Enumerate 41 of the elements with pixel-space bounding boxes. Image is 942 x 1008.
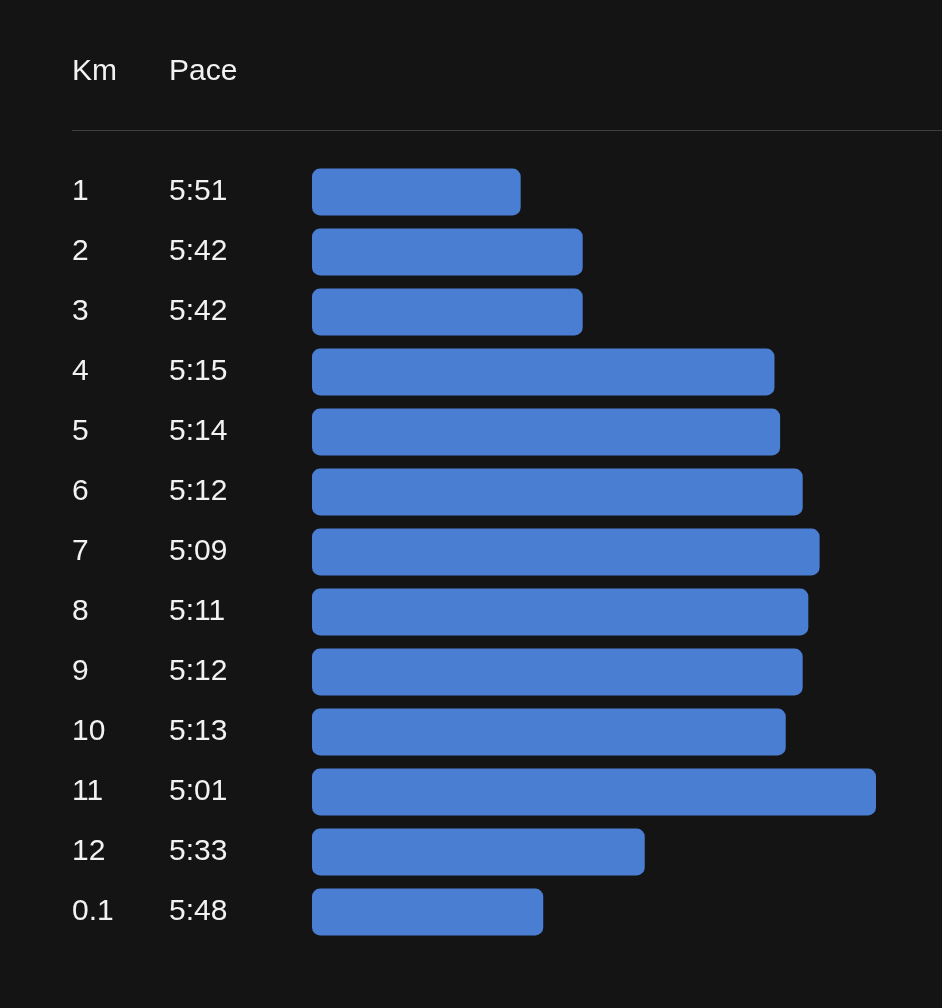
bar xyxy=(312,228,583,276)
text: 5:42 xyxy=(169,233,228,267)
y-axis-title: Km xyxy=(72,53,117,87)
y-tick-label: 11 xyxy=(72,773,104,807)
bar xyxy=(312,408,781,456)
y-tick-label: 10 xyxy=(72,713,106,747)
text: 5:13 xyxy=(169,713,228,747)
text: 5:01 xyxy=(169,773,228,807)
bar xyxy=(312,348,775,396)
text: 5:15 xyxy=(169,353,228,387)
bar xyxy=(312,168,521,216)
y-tick-label: 12 xyxy=(72,833,106,867)
text: 5:42 xyxy=(169,293,228,327)
bar xyxy=(312,468,803,516)
x-axis-title: Pace xyxy=(169,53,238,87)
y-tick-label: 4 xyxy=(72,353,89,387)
bar xyxy=(312,828,645,876)
text: 5:11 xyxy=(169,593,226,627)
y-tick-label: 1 xyxy=(72,173,89,207)
y-tick-label: 3 xyxy=(72,293,89,327)
y-tick-label: 6 xyxy=(72,473,89,507)
bar xyxy=(312,588,809,636)
text: 5:51 xyxy=(169,173,228,207)
bar xyxy=(312,708,786,756)
bar xyxy=(312,528,820,576)
y-tick-label: 2 xyxy=(72,233,89,267)
y-tick-label: 7 xyxy=(72,533,89,567)
text: 5:09 xyxy=(169,533,228,567)
y-tick-label: 9 xyxy=(72,653,89,687)
text: 5:48 xyxy=(169,893,228,927)
text: 5:33 xyxy=(169,833,228,867)
bar xyxy=(312,888,544,936)
bar xyxy=(312,288,583,336)
text: 5:12 xyxy=(169,473,228,507)
y-tick-label: 0.1 xyxy=(72,893,114,927)
bar xyxy=(312,648,803,696)
text: 5:12 xyxy=(169,653,228,687)
text: 5:14 xyxy=(169,413,228,447)
bar xyxy=(312,768,876,816)
y-tick-label: 5 xyxy=(72,413,89,447)
y-tick-label: 8 xyxy=(72,593,89,627)
